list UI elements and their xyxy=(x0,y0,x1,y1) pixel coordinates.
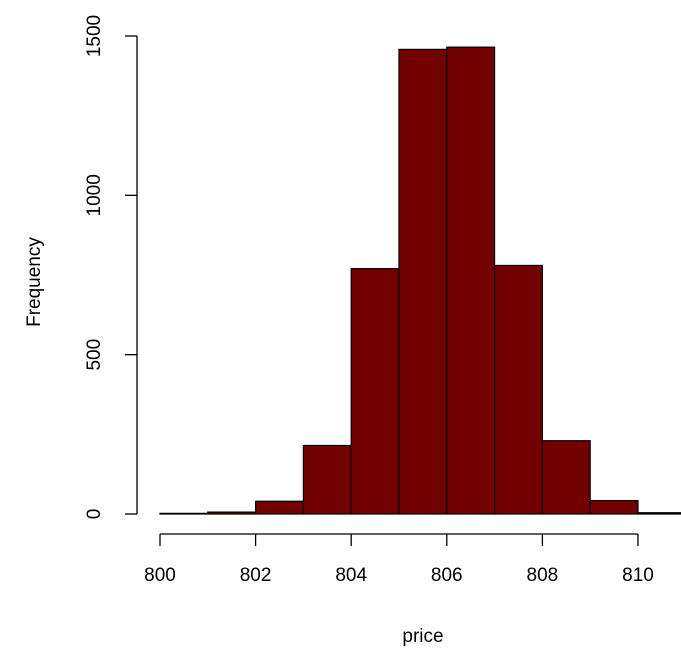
bar-9 xyxy=(589,500,639,515)
y-tick-label-0: 0 xyxy=(84,509,105,520)
bar-0 xyxy=(159,512,209,515)
bar-5 xyxy=(398,48,448,515)
y-axis: 0 500 1000 1500 xyxy=(84,15,138,520)
bar-1 xyxy=(207,511,257,515)
y-tick-label-3: 1500 xyxy=(84,15,105,57)
bar-3 xyxy=(302,444,352,515)
y-tick-label-1: 500 xyxy=(84,339,105,371)
bar-7 xyxy=(493,264,543,515)
bar-10 xyxy=(637,512,681,515)
x-axis-label: price xyxy=(402,626,443,647)
x-tick-label-1: 802 xyxy=(240,565,272,586)
x-tick-label-4: 808 xyxy=(527,565,559,586)
x-tick-label-3: 806 xyxy=(431,565,463,586)
bars-group xyxy=(159,46,681,515)
x-tick-label-0: 800 xyxy=(144,565,176,586)
bar-6 xyxy=(446,46,496,515)
y-axis-label: Frequency xyxy=(24,237,45,327)
y-tick-label-2: 1000 xyxy=(84,174,105,216)
x-tick-label-5: 810 xyxy=(622,565,654,586)
bar-2 xyxy=(254,500,304,515)
x-axis: 800 802 804 806 808 810 xyxy=(144,533,654,586)
x-tick-label-2: 804 xyxy=(335,565,367,586)
bar-8 xyxy=(541,440,591,515)
bar-4 xyxy=(350,268,400,515)
